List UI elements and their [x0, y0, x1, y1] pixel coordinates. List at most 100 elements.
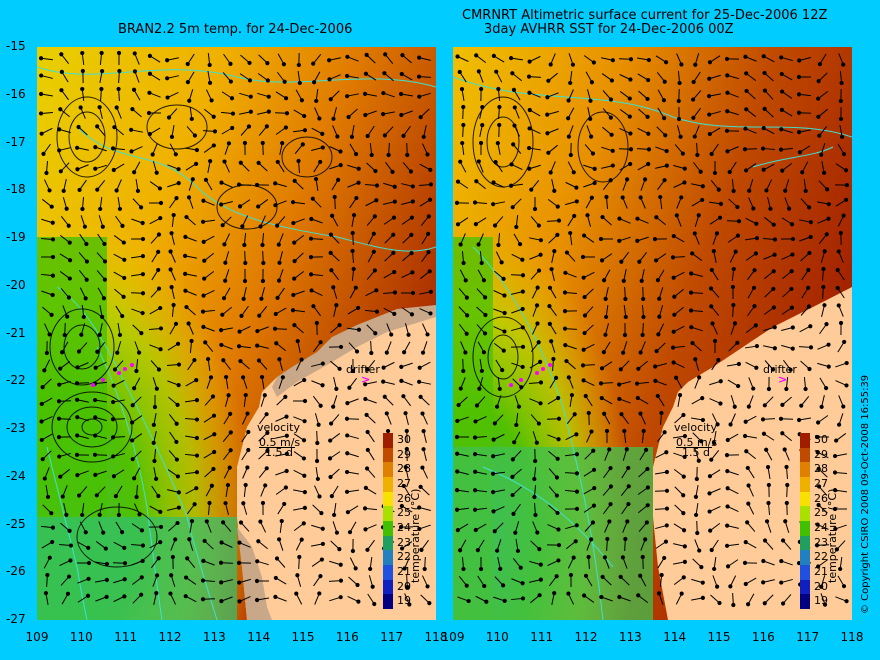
right-lon-tick-label: 116 [751, 630, 775, 644]
velocity-time-right: 1.5 d [682, 446, 710, 459]
lat-tick-label: -22 [6, 373, 26, 388]
colorbar-tick-label: 21 [397, 565, 411, 578]
lat-tick-label: -23 [6, 421, 26, 435]
colorbar-ticks-left: 30 29 28 27 26 25 24 23 22 21 20 19 [397, 433, 427, 609]
colorbar-tick-label: 23 [814, 535, 828, 549]
left-lon-tick-label: 116 [335, 630, 359, 644]
colorbar-tick-label: 25 [397, 506, 411, 520]
lat-tick-label: -17 [6, 134, 26, 149]
colorbar-segment [800, 476, 810, 492]
left-lon-tick-label: 118 [424, 630, 448, 644]
colorbar-tick-label: 19 [814, 594, 828, 608]
colorbar-segment [800, 491, 810, 507]
colorbar-segment [800, 550, 810, 565]
right-lon-tick-label: 118 [840, 630, 864, 644]
colorbar-segment [383, 535, 393, 551]
left-lon-tick-label: 109 [25, 630, 49, 644]
lat-tick-label: -18 [6, 182, 26, 197]
colorbar-right [800, 433, 810, 609]
left-map-panel: drifter > velocity 0.5 m/s 1.5 d 30 29 28 2… [37, 47, 436, 620]
drifter-symbol-left: > [361, 373, 371, 386]
lat-tick-label: -26 [6, 564, 26, 579]
left-lon-tick-label: 117 [380, 630, 404, 644]
colorbar-segment [383, 433, 393, 448]
colorbar-tick-label: 28 [814, 462, 828, 476]
colorbar-tick-label: 22 [814, 550, 828, 564]
velocity-time-left: 1.5 d [265, 446, 293, 459]
colorbar-tick-label: 20 [814, 579, 828, 593]
velocity-label-right: velocity [674, 421, 717, 434]
colorbar-segment [383, 579, 393, 595]
colorbar-tick-label: 19 [397, 594, 411, 608]
lat-tick-label: -25 [6, 516, 26, 531]
right-map-panel: drifter > velocity 0.5 m/s 1.5 d 30 29 28 2… [453, 47, 852, 620]
left-lon-tick-label: 114 [247, 630, 271, 644]
colorbar-tick-label: 24 [397, 521, 411, 534]
drifter-label-right: drifter [763, 363, 797, 376]
colorbar-title-left: temperature (°C) [409, 488, 422, 583]
velocity-label-left: velocity [257, 421, 300, 434]
right-lon-tick-label: 109 [441, 630, 465, 644]
velocity-scale-arrow-right [676, 447, 712, 448]
colorbar-segment [383, 462, 393, 477]
colorbar-segment [800, 447, 810, 463]
colorbar-segment [383, 447, 393, 463]
copyright-text: © Copyright CSIRO 2008 09-Oct-2008 16:55… [860, 374, 871, 614]
colorbar-tick-label: 28 [397, 462, 411, 476]
colorbar-tick-label: 22 [397, 550, 411, 564]
colorbar-segment [383, 506, 393, 521]
velocity-scale-right: 0.5 m/s [676, 436, 718, 449]
colorbar-tick-label: 21 [814, 565, 828, 578]
right-map-title-line2: 3day AVHRR SST for 24-Dec-2006 00Z [484, 22, 734, 37]
left-lon-tick-label: 115 [291, 630, 315, 644]
colorbar-tick-label: 24 [814, 521, 828, 534]
lat-tick-label: -24 [6, 468, 26, 483]
left-map-title: BRAN2.2 5m temp. for 24-Dec-2006 [118, 22, 353, 37]
colorbar-tick-label: 25 [814, 506, 828, 520]
colorbar-tick-label: 27 [814, 477, 828, 490]
colorbar-segment [800, 520, 810, 536]
right-lon-tick-label: 112 [574, 630, 598, 644]
right-lon-tick-label: 117 [796, 630, 820, 644]
lat-tick-label: -20 [6, 277, 26, 292]
colorbar-title-right: temperature (°C) [826, 488, 839, 583]
lat-tick-label: -15 [6, 39, 26, 53]
colorbar-ticks-right: 30 29 28 27 26 25 24 23 22 21 20 19 [814, 433, 844, 609]
velocity-scale-arrow-left [259, 447, 295, 448]
lat-tick-label: -27 [6, 612, 26, 626]
drifter-label-left: drifter [346, 363, 380, 376]
colorbar-tick-label: 20 [397, 579, 411, 593]
colorbar-segment [383, 491, 393, 507]
lat-tick-label: -16 [6, 86, 26, 101]
colorbar-tick-label: 30 [814, 433, 828, 446]
colorbar-tick-label: 27 [397, 477, 411, 490]
right-lon-tick-label: 115 [707, 630, 731, 644]
velocity-scale-left: 0.5 m/s [259, 436, 301, 449]
colorbar-segment [383, 594, 393, 609]
right-lon-tick-label: 114 [663, 630, 687, 644]
colorbar-segment [800, 535, 810, 551]
colorbar-segment [383, 520, 393, 536]
colorbar-segment [800, 594, 810, 609]
colorbar-left [383, 433, 393, 609]
left-lon-tick-label: 112 [158, 630, 182, 644]
right-lon-tick-label: 110 [485, 630, 509, 644]
colorbar-segment [800, 579, 810, 595]
colorbar-segment [800, 462, 810, 477]
right-map-title-line1: CMRNRT Altimetric surface current for 25… [462, 8, 828, 23]
colorbar-tick-label: 26 [814, 491, 828, 505]
colorbar-segment [800, 506, 810, 521]
left-lon-tick-label: 113 [202, 630, 226, 644]
left-lon-tick-label: 110 [69, 630, 93, 644]
left-lon-tick-label: 111 [114, 630, 138, 644]
colorbar-segment [383, 550, 393, 565]
colorbar-segment [383, 476, 393, 492]
colorbar-segment [800, 564, 810, 580]
colorbar-tick-label: 29 [814, 447, 828, 461]
colorbar-tick-label: 29 [397, 447, 411, 461]
right-lon-tick-label: 113 [618, 630, 642, 644]
colorbar-segment [800, 433, 810, 448]
right-lon-tick-label: 111 [530, 630, 554, 644]
colorbar-tick-label: 30 [397, 433, 411, 446]
colorbar-segment [383, 564, 393, 580]
